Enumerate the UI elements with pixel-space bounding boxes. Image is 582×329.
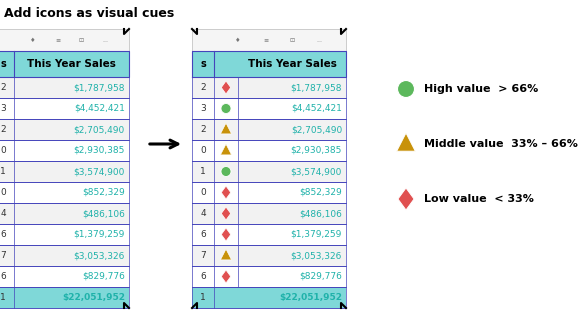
Text: 4: 4: [0, 209, 6, 218]
Text: ♦: ♦: [235, 38, 241, 42]
Text: ...: ...: [317, 38, 323, 42]
Text: ≡: ≡: [263, 38, 268, 42]
Text: 1: 1: [200, 167, 206, 176]
Polygon shape: [221, 249, 232, 260]
Text: ...: ...: [102, 38, 109, 42]
Text: $4,452,421: $4,452,421: [291, 104, 342, 113]
FancyBboxPatch shape: [0, 77, 129, 98]
FancyBboxPatch shape: [192, 98, 346, 119]
Text: This Year Sales: This Year Sales: [247, 59, 336, 69]
Text: 2: 2: [200, 125, 206, 134]
Circle shape: [221, 104, 231, 114]
FancyBboxPatch shape: [192, 51, 346, 77]
Text: $3,053,326: $3,053,326: [74, 251, 125, 260]
FancyBboxPatch shape: [0, 29, 129, 51]
Polygon shape: [221, 270, 230, 283]
Text: $3,574,900: $3,574,900: [74, 167, 125, 176]
Text: $829,776: $829,776: [299, 272, 342, 281]
FancyBboxPatch shape: [0, 245, 129, 266]
FancyBboxPatch shape: [192, 266, 346, 287]
Text: $4,452,421: $4,452,421: [74, 104, 125, 113]
FancyBboxPatch shape: [192, 161, 346, 182]
Text: $2,705,490: $2,705,490: [291, 125, 342, 134]
Text: 3: 3: [200, 104, 206, 113]
FancyBboxPatch shape: [192, 29, 346, 51]
Text: s: s: [0, 59, 6, 69]
Text: $2,930,385: $2,930,385: [290, 146, 342, 155]
Text: $2,705,490: $2,705,490: [74, 125, 125, 134]
FancyBboxPatch shape: [0, 140, 129, 161]
Polygon shape: [221, 228, 230, 241]
Text: $1,787,958: $1,787,958: [290, 83, 342, 92]
FancyBboxPatch shape: [0, 224, 129, 245]
FancyBboxPatch shape: [0, 287, 129, 308]
Text: 2: 2: [0, 83, 6, 92]
Text: 0: 0: [200, 146, 206, 155]
FancyBboxPatch shape: [0, 98, 129, 119]
Text: 6: 6: [0, 272, 6, 281]
FancyBboxPatch shape: [192, 119, 346, 140]
Text: 3: 3: [0, 104, 6, 113]
FancyBboxPatch shape: [192, 182, 346, 203]
Polygon shape: [221, 81, 230, 94]
FancyBboxPatch shape: [192, 77, 346, 98]
Text: 0: 0: [200, 188, 206, 197]
Text: $829,776: $829,776: [82, 272, 125, 281]
Text: s: s: [200, 59, 206, 69]
Text: $3,053,326: $3,053,326: [290, 251, 342, 260]
FancyBboxPatch shape: [192, 224, 346, 245]
FancyBboxPatch shape: [0, 266, 129, 287]
Text: ⊡: ⊡: [289, 38, 294, 42]
Text: $22,051,952: $22,051,952: [62, 293, 125, 302]
Text: Low value  < 33%: Low value < 33%: [424, 194, 534, 204]
Text: 2: 2: [0, 125, 6, 134]
Text: High value  > 66%: High value > 66%: [424, 84, 538, 94]
FancyBboxPatch shape: [192, 245, 346, 266]
Text: 7: 7: [200, 251, 206, 260]
Text: $1,379,259: $1,379,259: [290, 230, 342, 239]
Text: 0: 0: [0, 188, 6, 197]
FancyBboxPatch shape: [0, 182, 129, 203]
Text: 6: 6: [200, 272, 206, 281]
Text: ⊡: ⊡: [79, 38, 84, 42]
FancyBboxPatch shape: [0, 119, 129, 140]
Text: 6: 6: [200, 230, 206, 239]
Polygon shape: [221, 144, 232, 155]
Text: 4: 4: [200, 209, 206, 218]
Text: ♦: ♦: [30, 38, 36, 42]
Text: $1,787,958: $1,787,958: [73, 83, 125, 92]
Text: This Year Sales: This Year Sales: [27, 59, 116, 69]
Text: 1: 1: [200, 293, 206, 302]
Circle shape: [398, 81, 414, 97]
Text: 7: 7: [0, 251, 6, 260]
Text: $486,106: $486,106: [299, 209, 342, 218]
Text: $22,051,952: $22,051,952: [279, 293, 342, 302]
Polygon shape: [397, 133, 416, 151]
FancyBboxPatch shape: [0, 203, 129, 224]
Polygon shape: [398, 188, 414, 210]
Text: 6: 6: [0, 230, 6, 239]
Text: 2: 2: [200, 83, 206, 92]
Polygon shape: [221, 186, 230, 199]
Circle shape: [221, 166, 231, 176]
Text: 0: 0: [0, 146, 6, 155]
Text: $3,574,900: $3,574,900: [290, 167, 342, 176]
FancyBboxPatch shape: [0, 51, 129, 77]
Text: 1: 1: [0, 167, 6, 176]
FancyBboxPatch shape: [192, 140, 346, 161]
Text: $2,930,385: $2,930,385: [74, 146, 125, 155]
Text: $486,106: $486,106: [82, 209, 125, 218]
Polygon shape: [221, 207, 230, 220]
Polygon shape: [221, 123, 232, 134]
Text: $852,329: $852,329: [82, 188, 125, 197]
FancyBboxPatch shape: [0, 161, 129, 182]
Text: $852,329: $852,329: [299, 188, 342, 197]
Text: 1: 1: [0, 293, 6, 302]
FancyBboxPatch shape: [192, 203, 346, 224]
FancyBboxPatch shape: [192, 287, 346, 308]
Text: ≡: ≡: [55, 38, 61, 42]
Text: Add icons as visual cues: Add icons as visual cues: [4, 7, 174, 20]
Text: Middle value  33% – 66%: Middle value 33% – 66%: [424, 139, 578, 149]
Text: $1,379,259: $1,379,259: [74, 230, 125, 239]
